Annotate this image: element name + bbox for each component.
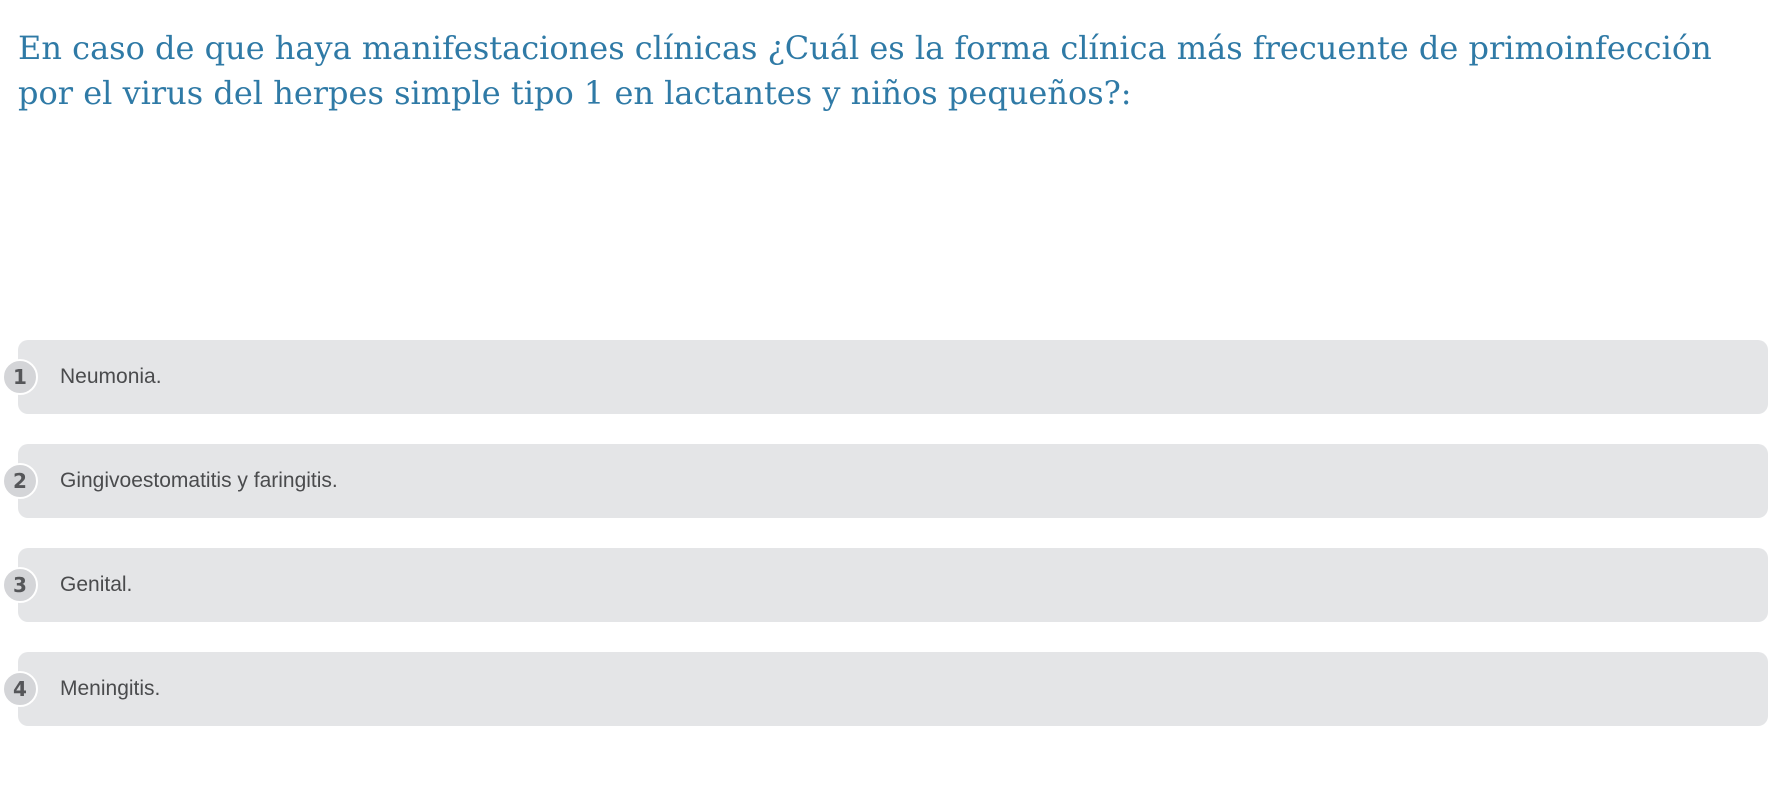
option-number-badge: 3 [2,567,38,603]
answer-option-3[interactable]: 3 Genital. [0,548,1770,622]
option-label: Neumonia. [60,365,162,388]
option-number-badge: 2 [2,463,38,499]
answer-option-1[interactable]: 1 Neumonia. [0,340,1770,414]
answer-option-2[interactable]: 2 Gingivoestomatitis y faringitis. [0,444,1770,518]
answer-option-box[interactable] [18,548,1768,622]
answer-options: 1 Neumonia. 2 Gingivoestomatitis y farin… [0,340,1770,756]
question-text: En caso de que haya manifestaciones clín… [18,29,1712,112]
answer-option-box[interactable] [18,444,1768,518]
option-number-badge: 1 [2,359,38,395]
answer-option-box[interactable] [18,652,1768,726]
option-label: Genital. [60,573,133,596]
answer-option-4[interactable]: 4 Meningitis. [0,652,1770,726]
option-number-badge: 4 [2,671,38,707]
option-label: Meningitis. [60,677,161,700]
answer-option-box[interactable] [18,340,1768,414]
option-label: Gingivoestomatitis y faringitis. [60,469,338,492]
